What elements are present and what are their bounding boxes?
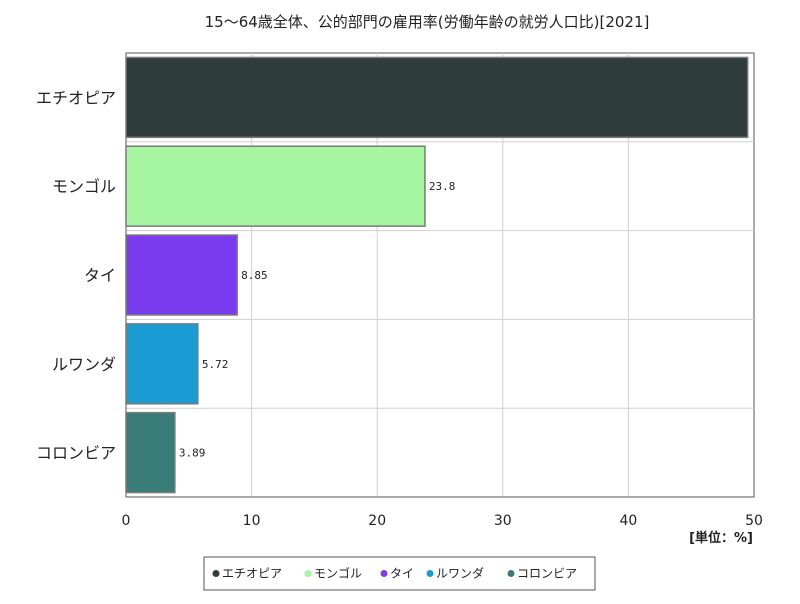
legend-box (203, 556, 596, 591)
bar-3 (125, 234, 238, 316)
x-tick-labels: 0 10 20 30 40 50 (122, 513, 763, 529)
legend-entry: エチオピア (222, 567, 282, 581)
legend-entry: ルワンダ (436, 566, 484, 581)
legend-marker (212, 570, 220, 577)
data-label: 8.85 (241, 269, 268, 282)
legend-marker (380, 570, 388, 577)
legend-entry: コロンビア (517, 567, 577, 581)
x-tick-label: 30 (494, 513, 512, 529)
category-label: タイ (84, 266, 116, 285)
bars-group (125, 56, 749, 494)
category-label: ルワンダ (52, 355, 116, 374)
data-label: 3.89 (179, 447, 206, 460)
bar-5 (125, 411, 176, 494)
x-tick-label: 20 (368, 513, 386, 529)
category-label: エチオピア (36, 88, 116, 107)
legend-entry: タイ (390, 567, 414, 581)
data-label: 5.72 (202, 358, 229, 371)
category-label: コロンビア (36, 444, 116, 463)
chart-title: 15〜64歳全体、公的部門の雇用率(労働年齢の就労人口比)[2021] (205, 13, 650, 31)
x-tick-label: 40 (619, 513, 637, 529)
x-tick-label: 0 (122, 513, 131, 529)
legend-entry: モンゴル (314, 566, 362, 581)
bar-1 (125, 56, 749, 139)
legend-marker (304, 570, 312, 577)
legend-marker (507, 570, 515, 577)
category-label: モンゴル (52, 177, 116, 196)
bar-4 (125, 323, 199, 405)
legend: エチオピア モンゴル タイ ルワンダ コロンビア (203, 556, 596, 591)
x-tick-label: 10 (243, 513, 261, 529)
bar-2 (125, 145, 426, 227)
data-labels: 23.8 8.85 5.72 3.89 (179, 180, 456, 459)
data-label: 23.8 (429, 180, 456, 193)
x-tick-label: 50 (745, 513, 763, 529)
legend-marker (426, 570, 434, 577)
unit-label: [単位：%] (689, 530, 753, 546)
